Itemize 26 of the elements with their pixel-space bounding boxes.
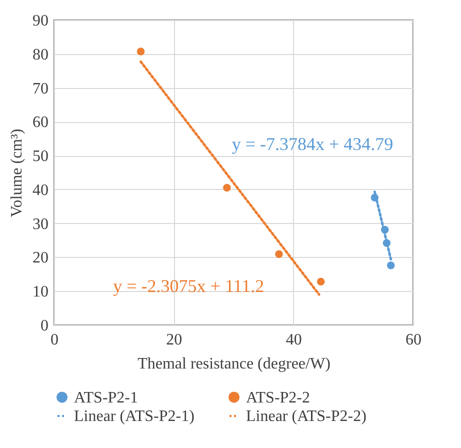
y-tick-label: 60 bbox=[32, 114, 48, 132]
x-tick-label: 20 bbox=[166, 332, 182, 348]
legend-label: ATS-P2-2 bbox=[246, 389, 310, 406]
annotation: y = -7.3784x + 434.79 bbox=[232, 134, 394, 154]
point bbox=[223, 184, 231, 192]
y-tick-label: 90 bbox=[32, 12, 48, 30]
y-axis-title: Volume (cm³) bbox=[8, 128, 26, 218]
y-tick-label: 80 bbox=[32, 46, 48, 64]
y-tick-label: 20 bbox=[32, 250, 48, 267]
y-tick-label: 70 bbox=[32, 80, 48, 98]
legend-label: Linear (ATS-P2-1) bbox=[74, 408, 194, 425]
legend-label: ATS-P2-1 bbox=[74, 389, 138, 406]
point bbox=[386, 261, 395, 270]
annotation: y = -2.3075x + 111.2 bbox=[113, 276, 264, 296]
x-tick-label: 40 bbox=[286, 332, 302, 348]
legend-label: Linear (ATS-P2-2) bbox=[246, 408, 366, 425]
point bbox=[136, 48, 145, 56]
y-tick-label: 0 bbox=[40, 318, 48, 334]
y-tick-label: 30 bbox=[32, 216, 48, 233]
point bbox=[316, 278, 325, 286]
point bbox=[275, 250, 283, 258]
x-tick-label: 60 bbox=[406, 332, 422, 348]
y-tick-label: 50 bbox=[32, 148, 48, 166]
x-axis-title: Themal resistance (degree/W) bbox=[138, 356, 330, 372]
y-tick-label: 40 bbox=[32, 182, 48, 199]
y-tick-label: 10 bbox=[32, 284, 48, 301]
